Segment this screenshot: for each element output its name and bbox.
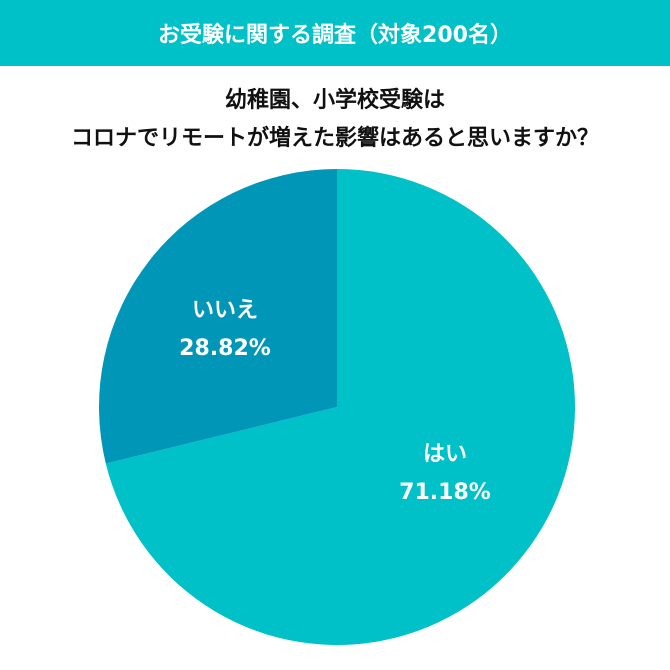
question-line-2: コロナでリモートが増えた影響はあると思いますか？ — [70, 126, 599, 151]
slice-label-yes-name: はい — [422, 442, 467, 467]
pie-slice-no — [98, 169, 338, 464]
slice-label-yes: はい 71.18% — [380, 436, 510, 512]
pie-slice-yes — [105, 169, 575, 645]
question-line-1: 幼稚園、小学校受験は — [224, 88, 445, 113]
banner-title: お受験に関する調査（対象200名） — [158, 23, 512, 48]
slice-label-no: いいえ 28.82% — [160, 292, 290, 368]
slice-label-no-name: いいえ — [191, 298, 258, 323]
slice-label-yes-value: 71.18% — [399, 480, 491, 505]
slice-label-no-value: 28.82% — [179, 336, 271, 361]
survey-banner: お受験に関する調査（対象200名） — [0, 0, 670, 66]
question-title: 幼稚園、小学校受験は コロナでリモートが増えた影響はあると思いますか？ — [0, 82, 670, 158]
